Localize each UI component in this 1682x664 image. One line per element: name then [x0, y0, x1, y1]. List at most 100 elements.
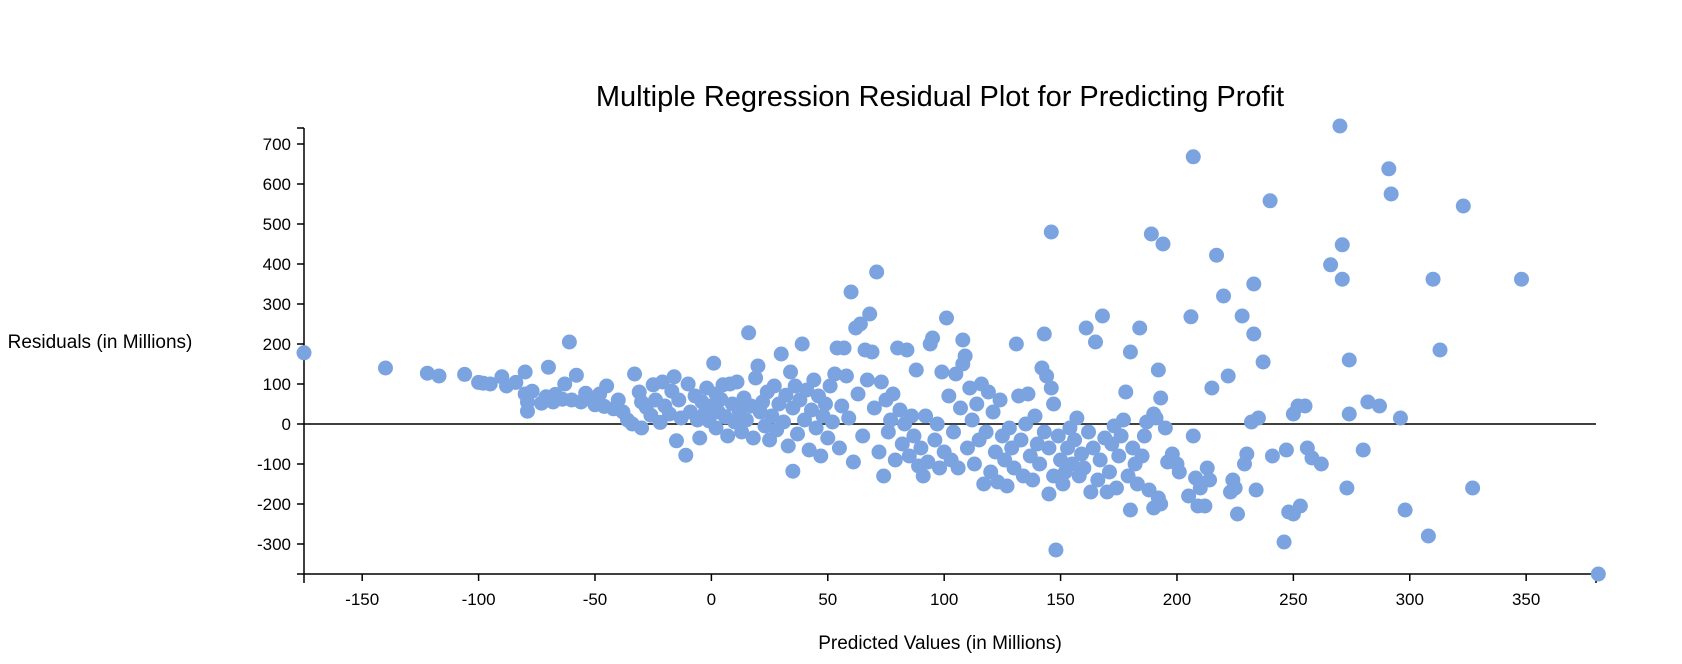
data-point: [634, 420, 650, 436]
data-point: [1048, 542, 1064, 558]
data-point: [813, 448, 829, 464]
data-point: [729, 374, 745, 390]
data-point: [1153, 496, 1169, 512]
y-tick-label: 700: [263, 135, 291, 154]
chart-title: Multiple Regression Residual Plot for Pr…: [596, 81, 1284, 113]
data-point: [869, 264, 885, 280]
data-point: [1220, 368, 1236, 384]
x-tick-label: 150: [1046, 590, 1074, 609]
data-point: [892, 402, 908, 418]
data-point: [913, 440, 929, 456]
data-point: [1197, 498, 1213, 514]
x-tick-label: -150: [345, 590, 379, 609]
data-point: [966, 456, 982, 472]
data-point: [852, 316, 868, 332]
data-point: [1081, 424, 1097, 440]
data-point: [668, 433, 684, 449]
data-point: [1036, 326, 1052, 342]
data-point: [957, 348, 973, 364]
x-tick-label: -100: [462, 590, 496, 609]
data-point: [850, 386, 866, 402]
data-point: [950, 460, 966, 476]
data-point: [939, 310, 955, 326]
data-point: [1078, 320, 1094, 336]
data-point: [1101, 464, 1117, 480]
data-point: [1229, 506, 1245, 522]
data-point: [1155, 236, 1171, 252]
data-point: [1227, 480, 1243, 496]
data-point: [1150, 362, 1166, 378]
data-point: [880, 424, 896, 440]
data-point: [741, 325, 757, 341]
data-point: [1157, 420, 1173, 436]
y-tick-label: -100: [257, 455, 291, 474]
data-point: [1041, 486, 1057, 502]
data-point: [780, 438, 796, 454]
data-points: [296, 118, 1606, 582]
data-point: [1420, 528, 1436, 544]
data-point: [906, 428, 922, 444]
data-point: [806, 372, 822, 388]
x-tick-label: -50: [583, 590, 608, 609]
data-point: [1129, 476, 1145, 492]
data-point: [1465, 480, 1481, 496]
x-tick-label: 350: [1512, 590, 1540, 609]
data-point: [883, 412, 899, 428]
data-point: [1339, 480, 1355, 496]
data-point: [1134, 448, 1150, 464]
data-point: [778, 387, 794, 403]
data-point: [845, 454, 861, 470]
data-point: [738, 412, 754, 428]
y-axis-label: Residuals (in Millions): [8, 332, 193, 353]
data-point: [1234, 308, 1250, 324]
data-point: [1132, 320, 1148, 336]
data-point: [1250, 410, 1266, 426]
x-axis-label: Predicted Values (in Millions): [818, 633, 1062, 654]
data-point: [894, 436, 910, 452]
data-point: [655, 374, 671, 390]
data-point: [706, 355, 722, 371]
y-tick-label: 400: [263, 255, 291, 274]
data-point: [1216, 288, 1232, 304]
data-point: [431, 368, 447, 384]
data-point: [838, 368, 854, 384]
data-point: [1008, 336, 1024, 352]
data-point: [959, 440, 975, 456]
data-point: [887, 452, 903, 468]
data-point: [1074, 446, 1090, 462]
data-point: [1041, 440, 1057, 456]
x-tick-label: 200: [1163, 590, 1191, 609]
data-point: [524, 383, 540, 399]
data-point: [680, 376, 696, 392]
y-tick-label: 500: [263, 215, 291, 234]
data-point: [1334, 271, 1350, 287]
data-point: [941, 388, 957, 404]
data-point: [827, 366, 843, 382]
data-point: [908, 362, 924, 378]
data-point: [1115, 412, 1131, 428]
data-point: [776, 414, 792, 430]
data-point: [1185, 428, 1201, 444]
data-point: [1246, 276, 1262, 292]
data-point: [745, 430, 761, 446]
data-point: [999, 478, 1015, 494]
data-point: [1039, 368, 1055, 384]
data-point: [610, 392, 626, 408]
data-point: [1392, 410, 1408, 426]
data-point: [843, 284, 859, 300]
data-point: [964, 412, 980, 428]
data-point: [820, 430, 836, 446]
data-point: [1153, 390, 1169, 406]
data-point: [801, 442, 817, 458]
data-point: [678, 447, 694, 463]
data-point: [885, 386, 901, 402]
y-tick-label: 100: [263, 375, 291, 394]
data-point: [1276, 534, 1292, 550]
data-point: [734, 424, 750, 440]
data-point: [1087, 334, 1103, 350]
data-point: [1053, 452, 1069, 468]
data-point: [783, 364, 799, 380]
data-point: [1199, 460, 1215, 476]
data-point: [1046, 396, 1062, 412]
data-point: [932, 460, 948, 476]
